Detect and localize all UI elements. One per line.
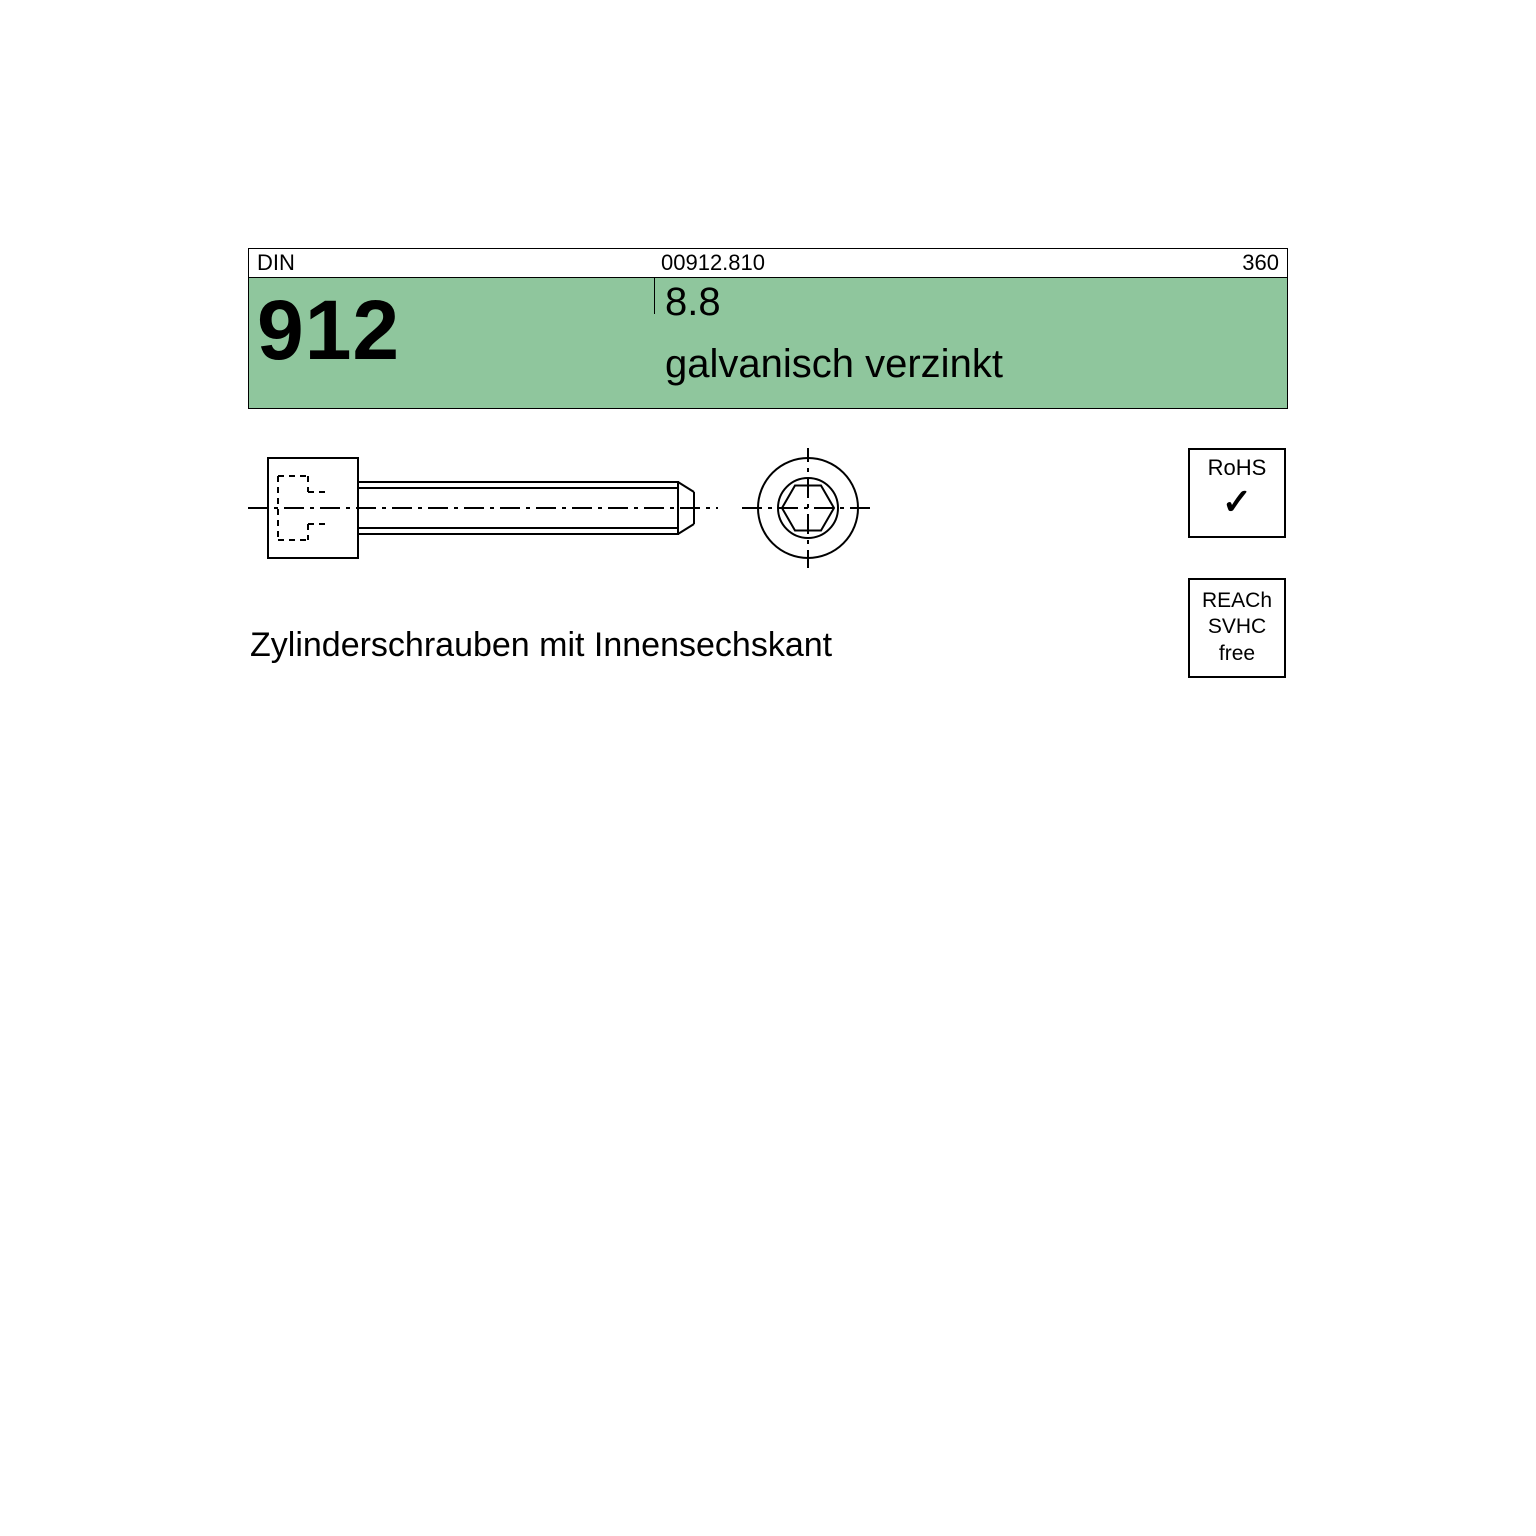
rohs-label: RoHS — [1208, 455, 1267, 480]
reach-line3: free — [1190, 641, 1284, 667]
rohs-check-icon: ✓ — [1190, 484, 1284, 520]
header-divider — [654, 278, 655, 314]
surface-finish: galvanisch verzinkt — [665, 342, 1003, 387]
rohs-badge: RoHS ✓ — [1188, 448, 1286, 538]
product-name: Zylinderschrauben mit Innensechskant — [250, 626, 832, 665]
technical-drawing — [248, 448, 1008, 568]
standard-label: DIN — [248, 248, 654, 278]
header-row-top: DIN 00912.810 360 — [248, 248, 1288, 278]
header-row-green: 912 8.8 galvanisch verzinkt — [248, 277, 1288, 409]
standard-number: 912 — [257, 282, 400, 379]
article-code: 00912.810 — [653, 248, 1193, 278]
reach-badge: REACh SVHC free — [1188, 578, 1286, 678]
reach-line2: SVHC — [1190, 614, 1284, 640]
page-number: 360 — [1192, 248, 1288, 278]
datasheet-page: DIN 00912.810 360 912 8.8 galvanisch ver… — [248, 248, 1288, 1288]
screw-svg — [248, 448, 1008, 568]
strength-grade: 8.8 — [665, 280, 721, 325]
reach-line1: REACh — [1190, 588, 1284, 614]
